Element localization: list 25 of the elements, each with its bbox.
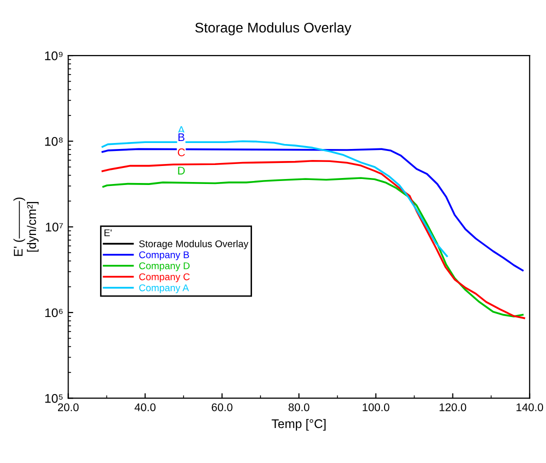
legend-label: Company A (139, 284, 189, 294)
legend-title: E' (104, 229, 112, 236)
legend-label: Company D (139, 262, 190, 272)
x-tick-label: 40.0 (134, 403, 156, 412)
x-tick-label: 20.0 (58, 403, 79, 412)
y-tick-label: 10⁸ (45, 137, 63, 146)
legend-label: Storage Modulus Overlay (139, 240, 248, 250)
annotation: C (178, 148, 185, 156)
x-tick-label: 120.0 (440, 403, 466, 412)
x-tick-label: 60.0 (212, 403, 232, 412)
x-tick-label: 140.0 (516, 403, 544, 412)
chart-title: Storage Modulus Overlay (195, 22, 352, 36)
y-axis-title: E' (———) [dyn/cm²] (13, 198, 39, 256)
x-tick-label: 100.0 (362, 403, 390, 412)
line-series (102, 148, 524, 272)
y-tick-label: 10⁹ (45, 51, 63, 60)
annotation: B (178, 133, 184, 142)
x-axis-title: Temp [°C] (272, 418, 326, 431)
legend-label: Company C (139, 273, 190, 282)
y-tick-label: 10⁵ (45, 394, 63, 403)
x-tick-label: 80.0 (288, 403, 310, 412)
annotation: D (178, 166, 185, 174)
y-tick-label: 10⁶ (45, 308, 63, 318)
y-tick-label: 10⁷ (46, 222, 63, 232)
legend-label: Company B (139, 251, 189, 260)
